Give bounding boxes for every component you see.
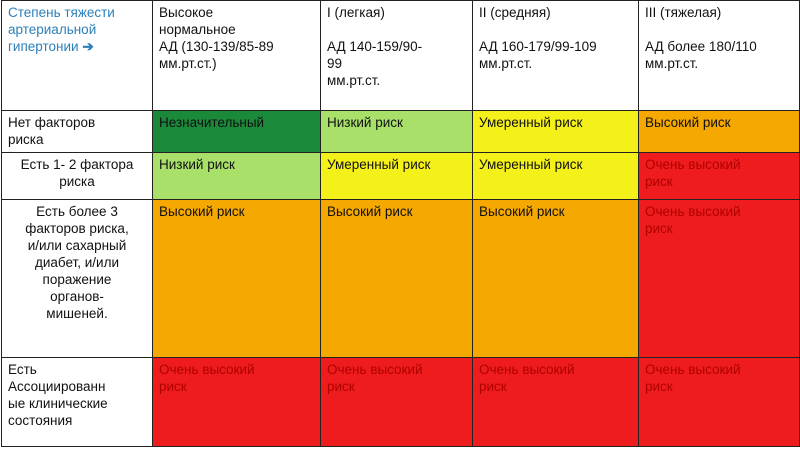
table-row: Есть Ассоциированн ые клинические состоя… [1,357,800,447]
row-header-3: Есть Ассоциированн ые клинические состоя… [1,357,153,447]
column-header-0: Высокое нормальное АД (130-139/85-89 мм.… [152,0,321,111]
risk-label-line-2: риск [479,379,507,394]
risk-label-line-2: риск [645,221,673,236]
arrow-right-icon: ➔ [82,39,94,54]
risk-label: Высокий риск [479,204,565,219]
corner-line-3: гипертонии [8,39,79,54]
corner-line-2: артериальной [8,22,97,37]
row-header-2-line-3: и/или сахарный [27,238,127,253]
column-header-3-line-3: АД более 180/110 [645,39,757,54]
column-header-2-line-3: АД 160-179/99-109 [479,39,597,54]
row-header-0-line-2: риска [8,132,44,147]
column-header-3: III (тяжелая) АД более 180/110 мм.рт.ст. [638,0,800,111]
row-header-0-line-1: Нет факторов [8,115,96,130]
table-row: Есть 1- 2 фактора риска Низкий риск Умер… [1,152,800,200]
risk-cell: Высокий риск [320,199,473,358]
risk-label: Низкий риск [327,115,403,130]
row-header-3-line-3: ые клинические [8,396,108,411]
column-header-2: II (средняя) АД 160-179/99-109 мм.рт.ст. [472,0,639,111]
column-header-0-line-4: мм.рт.ст.) [159,56,217,71]
risk-cell: Очень высокий риск [320,357,473,447]
column-header-1-line-2 [327,21,466,38]
risk-label: Низкий риск [159,157,235,172]
risk-label: Очень высокий [479,362,575,377]
row-header-2-line-6: органов- [50,289,104,304]
row-header-3-line-4: состояния [8,413,73,428]
row-header-2: Есть более 3 факторов риска, и/или сахар… [1,199,153,358]
table-row: Есть более 3 факторов риска, и/или сахар… [1,199,800,358]
risk-cell: Высокий риск [152,199,321,358]
risk-cell: Низкий риск [152,152,321,200]
risk-cell: Очень высокий риск [472,357,639,447]
column-header-2-line-2 [479,21,632,38]
column-header-1-line-3: АД 140-159/90- [327,39,423,54]
column-header-0-line-2: нормальное [159,22,236,37]
column-header-3-line-1: III (тяжелая) [645,5,722,20]
corner-cell: Степень тяжести артериальной гипертонии … [1,0,153,111]
risk-label: Высокий риск [327,204,413,219]
row-header-2-line-2: факторов риска, [25,221,129,236]
row-header-1: Есть 1- 2 фактора риска [1,152,153,200]
risk-label: Очень высокий [159,362,255,377]
risk-label: Умеренный риск [479,115,583,130]
column-header-0-line-3: АД (130-139/85-89 [159,39,274,54]
risk-cell: Очень высокий риск [638,152,800,200]
column-header-0-line-1: Высокое [159,5,214,20]
risk-cell: Незначительный [152,110,321,153]
row-header-2-line-5: поражение [42,272,112,287]
risk-label-line-2: риск [645,174,673,189]
row-header-3-line-2: Ассоциированн [8,379,106,394]
risk-cell: Высокий риск [638,110,800,153]
row-header-2-line-1: Есть более 3 [36,204,118,219]
risk-label: Незначительный [159,115,265,130]
risk-label: Высокий риск [159,204,245,219]
risk-label: Очень высокий [327,362,423,377]
column-header-3-line-4: мм.рт.ст. [645,56,699,71]
row-header-2-line-4: диабет, и/или [34,255,119,270]
risk-label: Очень высокий [645,362,741,377]
risk-label-line-2: риск [327,379,355,394]
risk-label: Умеренный риск [327,157,431,172]
risk-label: Умеренный риск [479,157,583,172]
header-row: Степень тяжести артериальной гипертонии … [1,0,800,111]
risk-table: Степень тяжести артериальной гипертонии … [1,0,800,447]
risk-label: Очень высокий [645,204,741,219]
risk-cell: Высокий риск [472,199,639,358]
column-header-1-line-1: I (легкая) [327,5,385,20]
column-header-2-line-1: II (средняя) [479,5,551,20]
column-header-1-line-4: 99 [327,56,343,71]
risk-cell: Очень высокий риск [152,357,321,447]
risk-cell: Умеренный риск [320,152,473,200]
row-header-0: Нет факторов риска [1,110,153,153]
row-header-1-line-2: риска [59,174,95,189]
risk-cell: Очень высокий риск [638,199,800,358]
column-header-3-line-2 [645,21,793,38]
risk-cell: Умеренный риск [472,152,639,200]
row-header-3-line-1: Есть [8,362,37,377]
row-header-2-line-7: мишеней. [46,306,108,321]
column-header-1-line-5: мм.рт.ст. [327,73,381,88]
risk-label-line-2: риск [159,379,187,394]
risk-cell: Умеренный риск [472,110,639,153]
risk-cell: Низкий риск [320,110,473,153]
risk-label-line-2: риск [645,379,673,394]
risk-label: Высокий риск [645,115,731,130]
risk-cell: Очень высокий риск [638,357,800,447]
column-header-1: I (легкая) АД 140-159/90- 99 мм.рт.ст. [320,0,473,111]
row-header-1-line-1: Есть 1- 2 фактора [20,157,134,172]
risk-label: Очень высокий [645,157,741,172]
column-header-2-line-4: мм.рт.ст. [479,56,533,71]
corner-line-1: Степень тяжести [8,5,115,20]
table-row: Нет факторов риска Незначительный Низкий… [1,110,800,153]
